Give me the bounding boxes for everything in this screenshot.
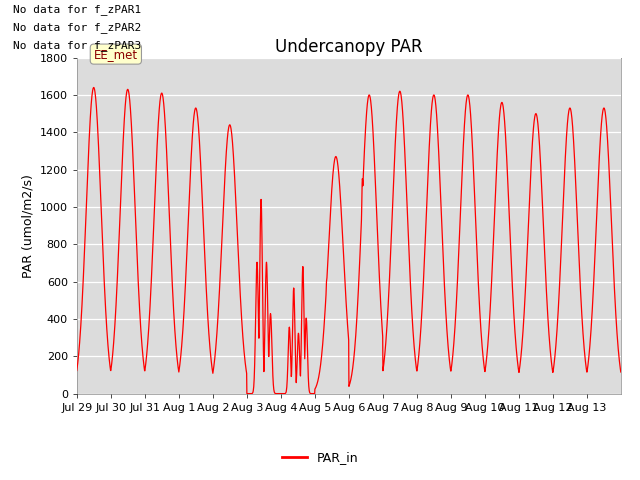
Text: No data for f_zPAR3: No data for f_zPAR3 xyxy=(13,40,141,51)
Text: No data for f_zPAR2: No data for f_zPAR2 xyxy=(13,22,141,33)
Y-axis label: PAR (umol/m2/s): PAR (umol/m2/s) xyxy=(21,174,34,277)
Text: No data for f_zPAR1: No data for f_zPAR1 xyxy=(13,4,141,15)
Text: EE_met: EE_met xyxy=(94,48,138,60)
Title: Undercanopy PAR: Undercanopy PAR xyxy=(275,38,422,56)
Legend: PAR_in: PAR_in xyxy=(276,446,364,469)
